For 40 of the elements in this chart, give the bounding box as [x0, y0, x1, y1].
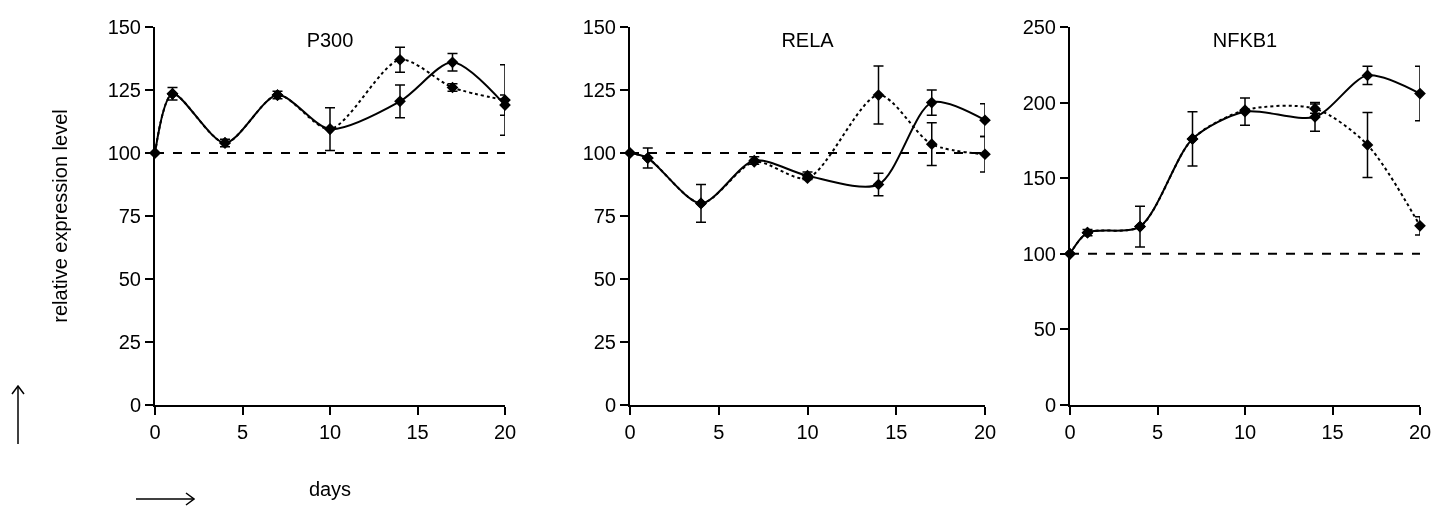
x-tick-label: 10: [1233, 421, 1257, 443]
y-tick-label: 0: [129, 394, 141, 416]
y-tick-label: 100: [107, 142, 141, 164]
y-tick-label: 150: [582, 16, 616, 38]
y-tick-label: 25: [118, 331, 141, 353]
x-tick-label: 20: [973, 421, 997, 443]
y-tick-label: 150: [1022, 167, 1056, 190]
y-tick-label: 125: [107, 79, 141, 101]
chart-title: NFKB1: [1212, 28, 1278, 51]
x-tick-label: 20: [1408, 421, 1432, 443]
x-tick-label: 15: [885, 421, 908, 443]
x-tick-label: 5: [713, 421, 725, 443]
y-tick-label: 50: [593, 268, 616, 290]
x-tick-label: 15: [1321, 421, 1344, 443]
y-tick-label: 125: [582, 79, 616, 101]
x-tick-label: 0: [1064, 421, 1076, 443]
chart-title: P300: [306, 28, 354, 51]
y-tick-label: 75: [593, 205, 616, 227]
y-tick-label: 200: [1022, 91, 1056, 114]
y-tick-label: 0: [1044, 394, 1056, 416]
y-tick-label: 100: [1022, 242, 1056, 265]
y-tick-label: 250: [1022, 16, 1056, 38]
x-tick-label: 5: [236, 421, 249, 443]
x-tick-label: 10: [796, 421, 819, 443]
x-tick-label: 0: [624, 421, 636, 443]
y-tick-label: 75: [118, 205, 141, 227]
y-tick-label: 50: [1033, 318, 1056, 341]
x-tick-label: 20: [493, 421, 517, 443]
y-tick-label: 25: [593, 331, 616, 353]
chart-title: RELA: [781, 28, 835, 51]
x-tick-label: 5: [1151, 421, 1164, 443]
x-axis-title: days: [308, 478, 352, 500]
x-tick-label: 0: [149, 421, 161, 443]
y-tick-label: 0: [604, 394, 616, 416]
y-tick-label: 50: [118, 268, 141, 290]
y-axis-title: relative expression level: [48, 109, 71, 323]
x-tick-label: 10: [318, 421, 342, 443]
y-tick-label: 100: [582, 142, 616, 164]
y-tick-label: 150: [107, 16, 141, 38]
x-tick-label: 15: [406, 421, 429, 443]
